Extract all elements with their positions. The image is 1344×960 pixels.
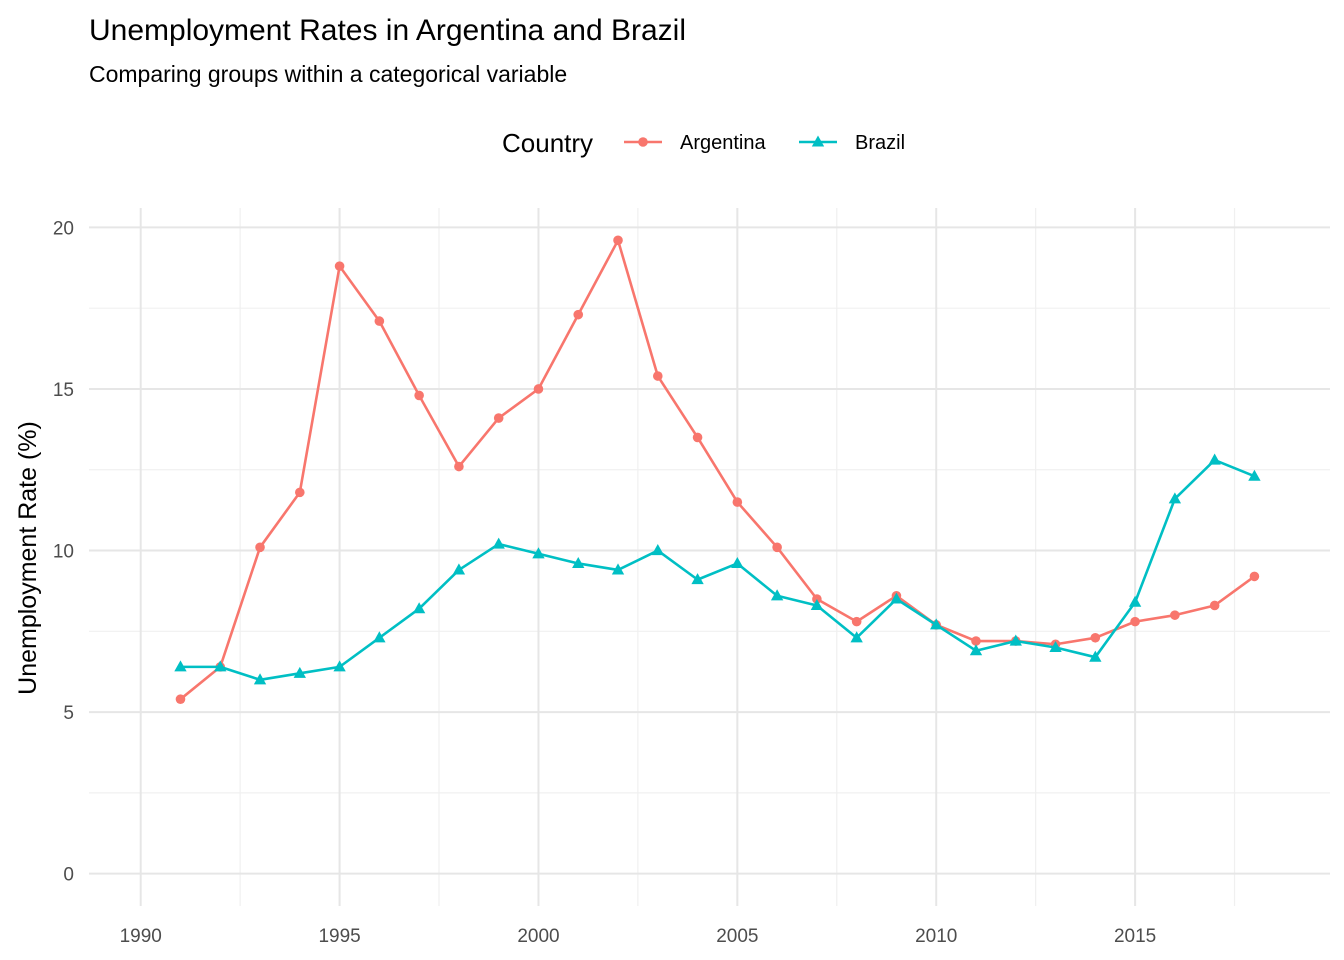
brazil-point <box>969 644 983 656</box>
argentina-point <box>533 384 544 394</box>
legend-key-marker <box>638 137 648 147</box>
x-tick-label: 2000 <box>517 926 559 947</box>
x-tick-label: 1990 <box>120 926 162 947</box>
brazil-point <box>770 589 784 601</box>
y-tick-label: 5 <box>63 703 74 724</box>
legend-title: Country <box>502 128 593 158</box>
argentina-point <box>851 616 862 627</box>
argentina-point <box>1249 571 1260 582</box>
x-tick-label: 2015 <box>1114 926 1156 947</box>
argentina-point <box>732 497 743 507</box>
argentina-point <box>454 461 464 472</box>
brazil-point <box>412 602 426 614</box>
brazil-point <box>492 537 505 549</box>
argentina-point <box>334 261 345 271</box>
legend-key-marker <box>811 135 825 147</box>
brazil-point <box>611 563 625 575</box>
argentina-point <box>1170 610 1180 620</box>
brazil-point <box>1049 640 1062 653</box>
brazil-point <box>532 547 545 559</box>
argentina-point <box>772 542 782 553</box>
argentina-point <box>1130 616 1140 627</box>
grid <box>89 208 1330 906</box>
legend-item-brazil: Brazil <box>799 132 905 154</box>
argentina-point <box>414 390 424 401</box>
argentina-point <box>295 487 305 498</box>
brazil-point <box>810 598 824 611</box>
brazil-point <box>253 673 267 685</box>
legend-label: Argentina <box>680 132 766 154</box>
brazil-point <box>691 573 704 585</box>
brazil-point <box>1168 492 1182 504</box>
y-tick-label: 15 <box>53 380 74 401</box>
argentina-point <box>1090 632 1101 643</box>
brazil-point <box>1208 453 1221 465</box>
y-axis: 0 5 10 15 20 <box>53 218 74 885</box>
brazil-point <box>1009 634 1022 646</box>
argentina-point <box>652 371 663 381</box>
x-axis: 1990 1995 2000 2005 2010 2015 <box>120 926 1157 947</box>
brazil-point <box>1128 595 1142 607</box>
argentina-line <box>179 239 1256 701</box>
series-layer <box>174 235 1261 704</box>
brazil-point <box>1089 650 1102 662</box>
chart-subtitle: Comparing groups within a categorical va… <box>89 61 567 87</box>
legend: Country Argentina Brazil <box>502 128 905 158</box>
argentina-point <box>971 636 981 646</box>
argentina-point <box>692 432 703 443</box>
argentina-point <box>175 694 186 704</box>
brazil-point <box>373 631 386 643</box>
brazil-point <box>452 563 466 575</box>
argentina-point <box>374 316 385 326</box>
argentina-point <box>573 309 584 320</box>
argentina-point <box>613 235 623 246</box>
brazil-point <box>572 556 585 569</box>
brazil-point <box>850 631 863 643</box>
series-brazil <box>174 453 1261 685</box>
brazil-point <box>731 556 744 569</box>
legend-item-argentina: Argentina <box>624 132 766 154</box>
brazil-point <box>214 660 227 672</box>
y-tick-label: 0 <box>63 865 74 886</box>
brazil-point <box>930 618 943 630</box>
argentina-point <box>493 413 504 423</box>
x-tick-label: 2010 <box>915 926 957 947</box>
brazil-point <box>333 660 346 672</box>
brazil-point <box>651 544 664 556</box>
brazil-point <box>1248 469 1261 481</box>
legend-label: Brazil <box>855 132 905 154</box>
argentina-point <box>255 542 265 553</box>
brazil-point <box>890 592 903 604</box>
brazil-point <box>293 666 306 678</box>
argentina-point <box>1209 600 1220 611</box>
y-tick-label: 20 <box>53 218 74 239</box>
chart-title: Unemployment Rates in Argentina and Braz… <box>89 14 686 47</box>
x-tick-label: 1995 <box>318 926 360 947</box>
y-tick-label: 10 <box>53 542 74 563</box>
brazil-line <box>180 458 1255 682</box>
y-axis-title: Unemployment Rate (%) <box>14 421 42 695</box>
brazil-point <box>174 660 187 672</box>
x-tick-label: 2005 <box>716 926 758 947</box>
